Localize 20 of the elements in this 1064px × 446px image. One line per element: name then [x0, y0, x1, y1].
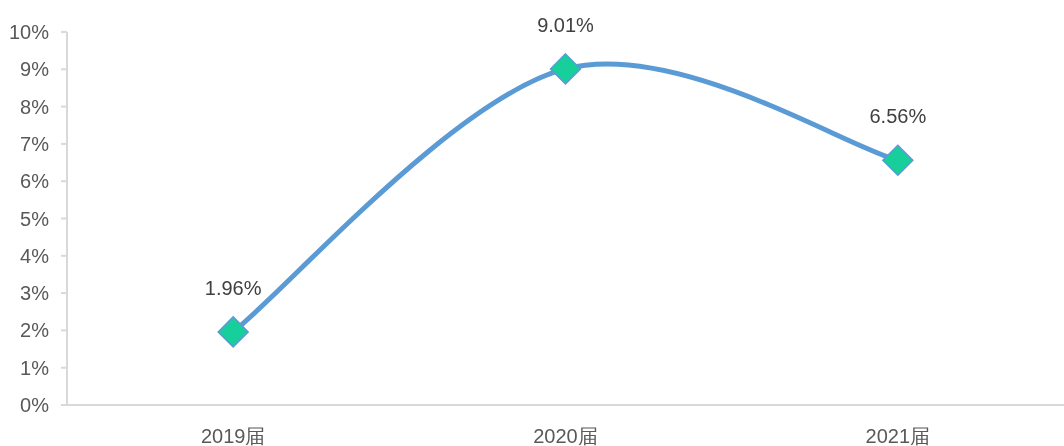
y-tick-label: 4%	[20, 244, 50, 267]
y-tick-label: 8%	[20, 95, 50, 118]
x-tick-label: 2019届	[200, 425, 266, 446]
y-tick-label: 3%	[20, 282, 50, 305]
x-tick-label: 2020届	[533, 425, 598, 446]
point	[549, 53, 582, 85]
y-tick-label: 7%	[20, 132, 50, 155]
y-tick-label: 9%	[20, 58, 50, 81]
y-tick-label: 1%	[20, 356, 50, 379]
data-label: 6.56%	[869, 105, 927, 128]
x-tick-label: 2021届	[865, 425, 931, 446]
y-tick-label: 2%	[20, 319, 50, 342]
y-tick-label: 0%	[20, 394, 50, 416]
y-tick-label: 10%	[8, 21, 50, 43]
data-label: 1.96%	[204, 276, 262, 299]
point	[882, 144, 914, 177]
y-tick-label: 5%	[20, 207, 50, 230]
data-label: 9.01%	[537, 13, 595, 36]
point	[217, 316, 249, 348]
y-tick-label: 6%	[20, 170, 50, 193]
